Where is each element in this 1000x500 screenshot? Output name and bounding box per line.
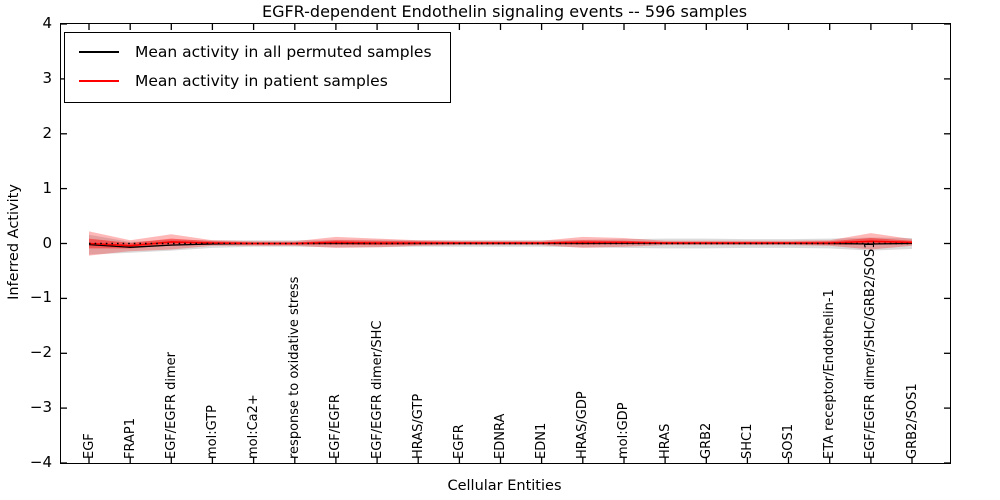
chart-title: EGFR-dependent Endothelin signaling even… <box>261 2 748 21</box>
x-tick-label: mol:GTP <box>204 405 220 459</box>
y-tick-label: 4 <box>42 14 52 32</box>
x-tick-label: mol:Ca2+ <box>246 394 262 459</box>
y-tick-label: −1 <box>29 288 52 307</box>
y-tick-label: 0 <box>42 233 52 252</box>
legend: Mean activity in all permuted samples Mea… <box>64 32 451 103</box>
x-tick-label: HRAS/GTP <box>410 393 426 459</box>
x-tick-label: GRB2 <box>698 422 714 459</box>
chart-canvas <box>61 24 950 463</box>
x-tick-label: EGFR <box>451 424 467 459</box>
legend-label: Mean activity in patient samples <box>135 72 388 90</box>
x-tick-label: EGF/EGFR dimer/SHC/GRB2/SOS1 <box>863 240 879 460</box>
x-tick-label: SHC1 <box>739 423 755 459</box>
x-tick-label: EGF <box>81 433 97 459</box>
x-tick-label: HRAS/GDP <box>575 391 591 459</box>
y-tick-label: 1 <box>42 178 52 197</box>
x-tick-label: EDNRA <box>493 413 508 459</box>
x-tick-label: EDN1 <box>534 422 550 459</box>
x-tick-label: GRB2/SOS1 <box>904 383 920 459</box>
y-tick-label: −4 <box>29 453 52 471</box>
x-tick-label: response to oxidative stress <box>287 276 303 459</box>
permuted-std-band <box>89 234 912 255</box>
y-tick-label: 3 <box>42 68 52 87</box>
x-tick-label: mol:GDP <box>616 402 632 459</box>
legend-label: Mean activity in all permuted samples <box>135 43 432 61</box>
x-tick-label: HRAS <box>657 423 673 459</box>
y-tick-label: −2 <box>29 343 52 362</box>
y-tick-label: 2 <box>42 123 52 142</box>
x-tick-label: EGF/EGFR dimer <box>163 352 179 459</box>
x-axis-label: Cellular Entities <box>447 478 562 494</box>
x-tick-label: EGF/EGFR dimer/SHC <box>369 320 385 459</box>
plot-area: Mean activity in all permuted samples Mea… <box>60 23 951 464</box>
legend-line-sample <box>79 80 119 82</box>
x-tick-label: ETA receptor/Endothelin-1 <box>822 289 838 459</box>
x-tick-label: FRAP1 <box>122 418 138 459</box>
x-tick-label: EGF/EGFR <box>328 394 344 459</box>
legend-entry: Mean activity in all permuted samples <box>79 43 432 61</box>
y-tick-label: −3 <box>29 398 52 417</box>
legend-line-sample <box>79 51 119 53</box>
legend-entry: Mean activity in patient samples <box>79 72 432 90</box>
x-tick-label: SOS1 <box>781 423 797 459</box>
patient-mean-line <box>88 240 913 247</box>
